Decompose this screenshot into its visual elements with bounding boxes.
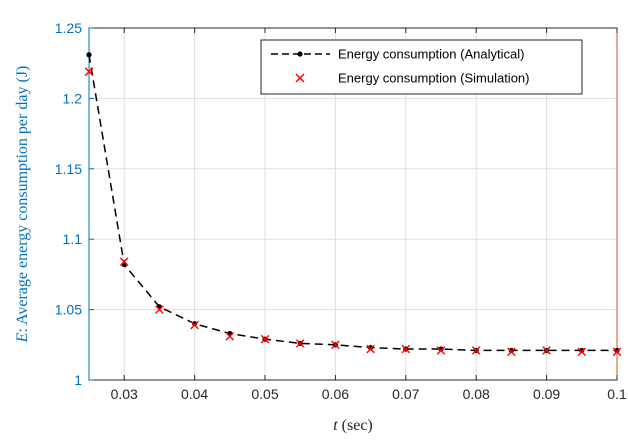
analytical-line [88,54,617,352]
simulation-point [295,339,305,348]
x-axis-rest: (sec) [338,417,373,434]
simulation-point [612,347,622,357]
simulation-point [577,347,587,357]
x-tick-label: 0.1 [607,386,627,402]
analytical-point [86,52,92,58]
simulation-point [436,346,446,355]
analytical-point [614,347,620,354]
simulation-point [119,257,129,267]
y-tick-label: 1 [74,372,82,388]
simulation-point [331,340,340,350]
x-axis-var: t [333,417,338,434]
simulation-point [155,305,164,314]
analytical-point [438,346,444,352]
simulation-point [542,346,551,355]
series-simulation [84,67,622,357]
legend-box [260,39,583,95]
y-tick-label: 1.2 [63,90,83,106]
simulation-point [471,346,481,355]
series-analytical [86,52,620,354]
legend-simulation-label: Energy consumption (Simulation) [338,71,529,86]
x-axis: 0.03 0.04 0.05 0.06 0.07 0.08 0.09 0.1 [111,28,627,402]
simulation-point [507,347,516,357]
analytical-point [508,347,514,354]
legend-analytical-label: Energy consumption (Analytical) [338,47,524,62]
x-tick-label: 0.03 [111,386,138,402]
simulation-point [84,67,94,76]
x-tick-label: 0.06 [322,386,349,402]
x-tick-label: 0.05 [251,386,278,402]
simulation-point [366,344,375,354]
y-axis-rest: : Average energy consumption per day (J) [14,66,31,333]
x-axis-title: t (sec) [333,417,373,434]
x-tick-label: 0.08 [463,386,490,402]
simulation-point [260,334,270,344]
simulation-point [190,320,199,330]
y-axis: 1 1.05 1.1 1.15 1.2 1.25 [55,20,94,388]
analytical-point [368,345,374,351]
analytical-point [579,347,585,354]
simulation-point [225,332,235,341]
x-tick-label: 0.04 [181,386,208,402]
x-tick-label: 0.09 [533,386,560,402]
y-axis-var: E [14,332,31,343]
legend: Energy consumption (Analytical) Energy c… [260,39,583,95]
simulation-point [401,344,411,354]
legend-simulation-marker [295,73,305,83]
y-tick-label: 1.25 [55,20,82,36]
x-tick-label: 0.07 [392,386,419,402]
y-tick-label: 1.05 [55,302,82,318]
y-tick-label: 1.1 [63,231,83,247]
y-tick-label: 1.15 [55,161,82,177]
analytical-point [192,321,198,327]
legend-analytical-marker [297,51,303,57]
y-axis-title: E: Average energy consumption per day (J… [14,66,31,344]
